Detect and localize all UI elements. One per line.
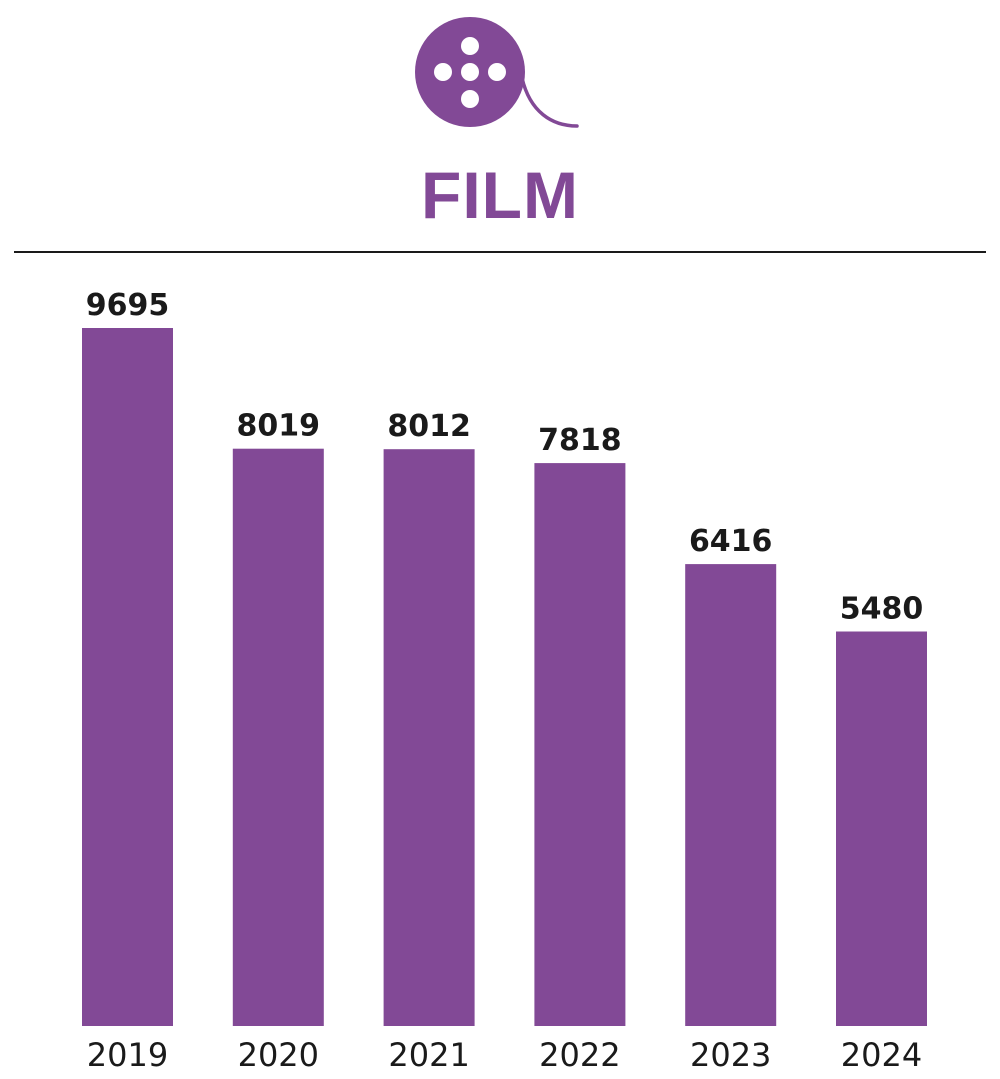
value-label-2021: 8012 <box>387 409 471 444</box>
bar-2019 <box>82 328 173 1026</box>
bar-2020 <box>232 448 324 1026</box>
category-label-2024: 2024 <box>841 1036 922 1074</box>
bar-2022 <box>534 463 626 1027</box>
value-label-2022: 7818 <box>538 423 622 458</box>
category-label-2020: 2020 <box>238 1036 319 1074</box>
category-label-2023: 2023 <box>690 1036 771 1074</box>
value-label-2023: 6416 <box>689 524 773 559</box>
bar-2021 <box>383 449 475 1026</box>
category-label-2022: 2022 <box>539 1036 620 1074</box>
value-label-2020: 8019 <box>237 409 321 444</box>
category-label-2019: 2019 <box>87 1036 168 1074</box>
bar-2023 <box>685 564 777 1026</box>
bar-2024 <box>836 631 927 1026</box>
value-label-2019: 9695 <box>86 288 170 323</box>
value-label-2024: 5480 <box>840 592 924 627</box>
category-label-2021: 2021 <box>388 1036 469 1074</box>
title-divider <box>14 251 986 253</box>
chart-title: FILM <box>421 158 579 232</box>
film-reel-icon <box>415 17 579 128</box>
